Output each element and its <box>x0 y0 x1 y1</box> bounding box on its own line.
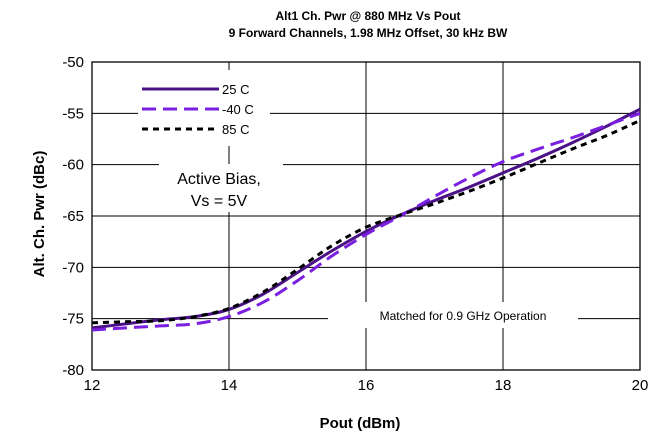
annotation-vs: Vs = 5V <box>191 193 248 210</box>
y-tick-label: -50 <box>62 54 84 71</box>
chart-subtitle: 9 Forward Channels, 1.98 MHz Offset, 30 … <box>229 26 508 40</box>
legend: 25 C -40 C 85 C <box>138 70 270 146</box>
x-tick-label: 14 <box>221 377 238 394</box>
series-line-3 <box>91 119 641 325</box>
series-line-2 <box>91 111 641 332</box>
series-group <box>91 107 641 332</box>
annotations: Active Bias, Vs = 5V Matched for 0.9 GHz… <box>159 164 578 328</box>
legend-background <box>138 70 270 146</box>
y-axis-label: Alt. Ch. Pwr (dBc) <box>31 151 48 278</box>
y-tick-label: -75 <box>62 311 84 328</box>
y-axis: -50 -55 -60 -65 -70 -75 -80 <box>62 54 84 379</box>
chart-title: Alt1 Ch. Pwr @ 880 MHz Vs Pout <box>275 9 460 23</box>
legend-label-1: 25 C <box>222 82 249 97</box>
y-tick-label: -60 <box>62 157 84 174</box>
annotation-background <box>328 302 578 328</box>
annotation-background <box>159 164 283 212</box>
x-axis: 12 14 16 18 20 <box>84 377 649 394</box>
y-tick-label: -80 <box>62 362 84 379</box>
plot-frame <box>91 61 641 371</box>
y-tick-label: -70 <box>62 259 84 276</box>
x-tick-label: 16 <box>358 377 375 394</box>
annotation-active-bias: Active Bias, <box>177 171 261 188</box>
legend-label-2: -40 C <box>222 102 254 117</box>
x-tick-label: 12 <box>84 377 101 394</box>
legend-label-3: 85 C <box>222 122 249 137</box>
x-tick-label: 18 <box>495 377 512 394</box>
y-tick-label: -55 <box>62 105 84 122</box>
x-axis-label: Pout (dBm) <box>320 415 401 432</box>
annotation-matched: Matched for 0.9 GHz Operation <box>380 309 547 323</box>
x-tick-label: 20 <box>632 377 649 394</box>
y-tick-label: -65 <box>62 208 84 225</box>
